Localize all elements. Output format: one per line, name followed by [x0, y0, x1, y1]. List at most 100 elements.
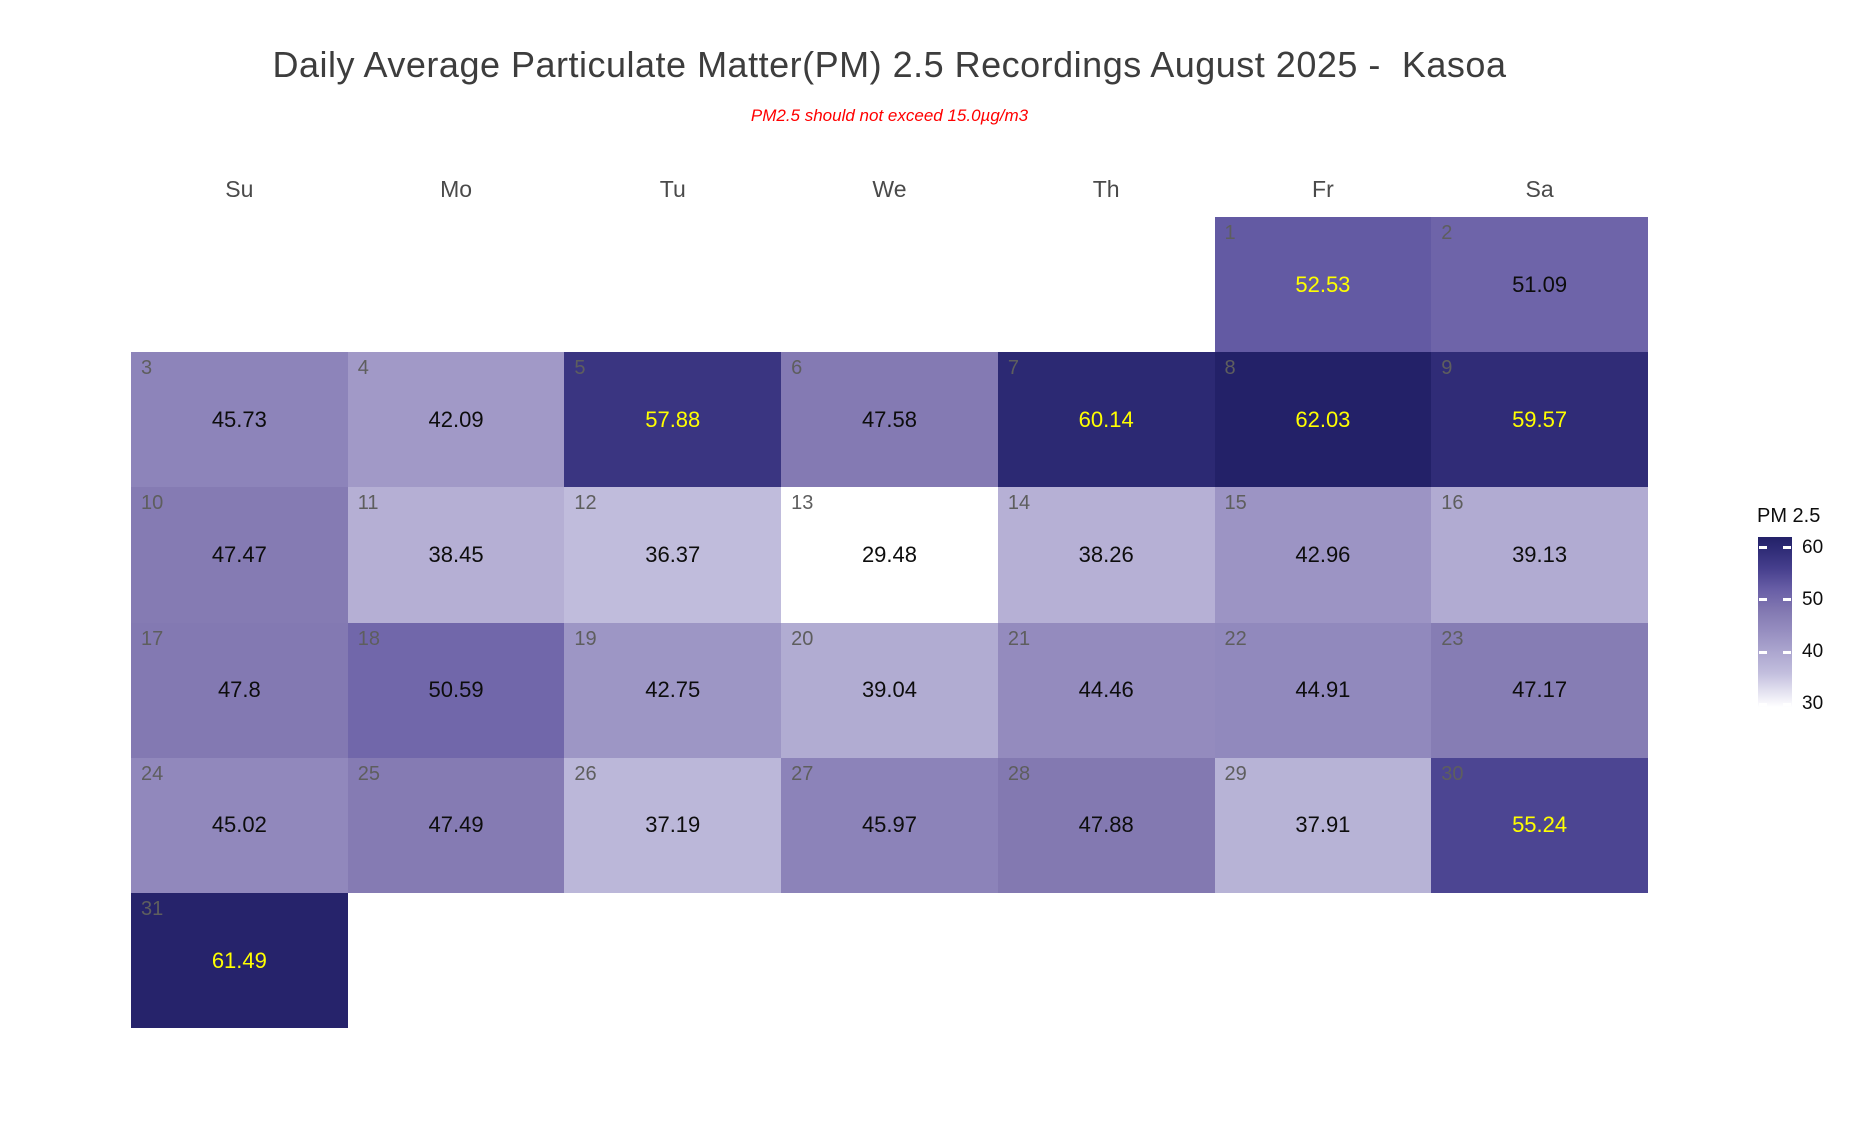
- cell-day-number: 30: [1441, 762, 1464, 785]
- cell-day-number: 20: [791, 627, 814, 650]
- calendar-cell-19: 19 42.75: [564, 622, 782, 758]
- cell-value: 37.19: [645, 812, 701, 838]
- cell-value: 47.17: [1512, 677, 1568, 703]
- cell-day-number: 22: [1224, 627, 1247, 650]
- legend-tick-label: 40: [1802, 641, 1824, 663]
- cell-day-number: 23: [1441, 627, 1464, 650]
- legend-tick-mark: [1759, 702, 1767, 706]
- calendar-cell-15: 15 42.96: [1214, 487, 1432, 623]
- cell-day-number: 31: [141, 898, 164, 920]
- weekday-header-su: Su: [225, 176, 254, 202]
- cell-day-number: 3: [141, 357, 153, 380]
- cell-value: 42.96: [1295, 541, 1351, 567]
- cell-day-number: 16: [1441, 492, 1464, 515]
- calendar-cell-9: 9 59.57: [1431, 352, 1648, 488]
- cell-value: 62.03: [1295, 406, 1351, 432]
- calendar-cell-14: 14 38.26: [997, 487, 1215, 623]
- cell-value: 38.45: [428, 541, 484, 567]
- cell-value: 47.8: [217, 677, 261, 703]
- calendar-cell-21: 21 44.46: [997, 622, 1215, 758]
- cell-day-number: 7: [1007, 357, 1019, 380]
- calendar-cell-24: 24 45.02: [131, 757, 348, 893]
- cell-day-number: 14: [1007, 492, 1031, 515]
- cell-day-number: 18: [357, 627, 380, 650]
- cell-value: 29.48: [861, 541, 917, 567]
- cell-day-number: 5: [574, 357, 586, 380]
- calendar-cell-3: 3 45.73: [131, 352, 348, 488]
- legend-tick-mark: [1783, 702, 1791, 706]
- cell-value: 44.46: [1078, 677, 1134, 703]
- cell-value: 47.49: [428, 812, 484, 838]
- cell-value: 45.02: [211, 812, 267, 838]
- weekday-header-sa: Sa: [1525, 176, 1554, 202]
- calendar-cell-25: 25 47.49: [347, 757, 565, 893]
- cell-day-number: 13: [791, 492, 814, 515]
- cell-value: 42.75: [645, 677, 701, 703]
- cell-day-number: 24: [141, 762, 164, 785]
- legend-colorbar: [1758, 537, 1792, 707]
- calendar-cell-13: 13 29.48: [781, 487, 998, 623]
- legend-tick-label: 30: [1802, 693, 1824, 715]
- cell-day-number: 4: [357, 357, 369, 380]
- cell-value: 42.09: [428, 406, 484, 432]
- cell-value: 60.14: [1078, 406, 1134, 432]
- calendar-cell-30: 30 55.24: [1431, 757, 1648, 893]
- calendar-cell-22: 22 44.91: [1214, 622, 1432, 758]
- weekday-header-tu: Tu: [659, 176, 686, 202]
- legend-tick-label: 60: [1802, 536, 1824, 558]
- cell-day-number: 12: [574, 492, 597, 515]
- legend-tick-label: 50: [1802, 588, 1824, 610]
- legend-tick-mark: [1783, 650, 1791, 654]
- calendar-cell-5: 5 57.88: [564, 352, 782, 488]
- cell-day-number: 21: [1007, 627, 1031, 650]
- cell-value: 45.73: [211, 406, 267, 432]
- calendar-cell-18: 18 50.59: [347, 622, 565, 758]
- cell-value: 38.26: [1078, 541, 1134, 567]
- cell-day-number: 9: [1441, 357, 1453, 380]
- calendar-cell-7: 7 60.14: [997, 352, 1215, 488]
- cell-day-number: 19: [574, 627, 597, 650]
- weekday-header-th: Th: [1092, 176, 1120, 202]
- cell-value: 39.04: [861, 677, 917, 703]
- calendar-cell-26: 26 37.19: [564, 757, 782, 893]
- cell-value: 47.88: [1078, 812, 1134, 838]
- cell-value: 44.91: [1295, 677, 1351, 703]
- calendar-cell-20: 20 39.04: [781, 622, 998, 758]
- cell-day-number: 29: [1224, 762, 1247, 785]
- cell-value: 50.59: [428, 677, 484, 703]
- calendar-cell-11: 11 38.45: [347, 487, 565, 623]
- calendar-cell-29: 29 37.91: [1214, 757, 1432, 893]
- weekday-header-fr: Fr: [1312, 176, 1334, 202]
- cell-day-number: 25: [357, 762, 380, 785]
- legend-tick-mark: [1759, 650, 1767, 654]
- legend-tick-mark: [1783, 598, 1791, 602]
- calendar-cell-28: 28 47.88: [997, 757, 1215, 893]
- calendar-cell-23: 23 47.17: [1431, 622, 1648, 758]
- cell-day-number: 1: [1224, 222, 1236, 244]
- chart-title: Daily Average Particulate Matter(PM) 2.5…: [272, 44, 1507, 85]
- legend-tick-mark: [1759, 598, 1767, 602]
- cell-day-number: 6: [791, 357, 803, 380]
- cell-day-number: 17: [141, 627, 164, 650]
- cell-value: 45.97: [861, 812, 917, 838]
- calendar-cell-8: 8 62.03: [1214, 352, 1432, 488]
- cell-value: 55.24: [1512, 812, 1568, 838]
- calendar-cell-4: 4 42.09: [347, 352, 565, 488]
- cell-day-number: 10: [141, 492, 164, 515]
- cell-value: 47.58: [861, 406, 917, 432]
- cell-value: 37.91: [1295, 812, 1351, 838]
- calendar-cell-16: 16 39.13: [1431, 487, 1648, 623]
- cell-value: 36.37: [645, 541, 701, 567]
- cell-value: 61.49: [211, 947, 267, 973]
- calendar-cell-2: 2 51.09: [1431, 217, 1648, 353]
- legend-tick-mark: [1759, 546, 1767, 550]
- legend-tick-mark: [1783, 546, 1791, 550]
- cell-value: 51.09: [1512, 271, 1568, 297]
- calendar-cell-27: 27 45.97: [781, 757, 998, 893]
- cell-day-number: 8: [1224, 357, 1236, 380]
- calendar-cell-31: 31 61.49: [131, 893, 348, 1029]
- cell-day-number: 28: [1007, 762, 1031, 785]
- cell-value: 57.88: [645, 406, 701, 432]
- weekday-header-we: We: [872, 176, 907, 202]
